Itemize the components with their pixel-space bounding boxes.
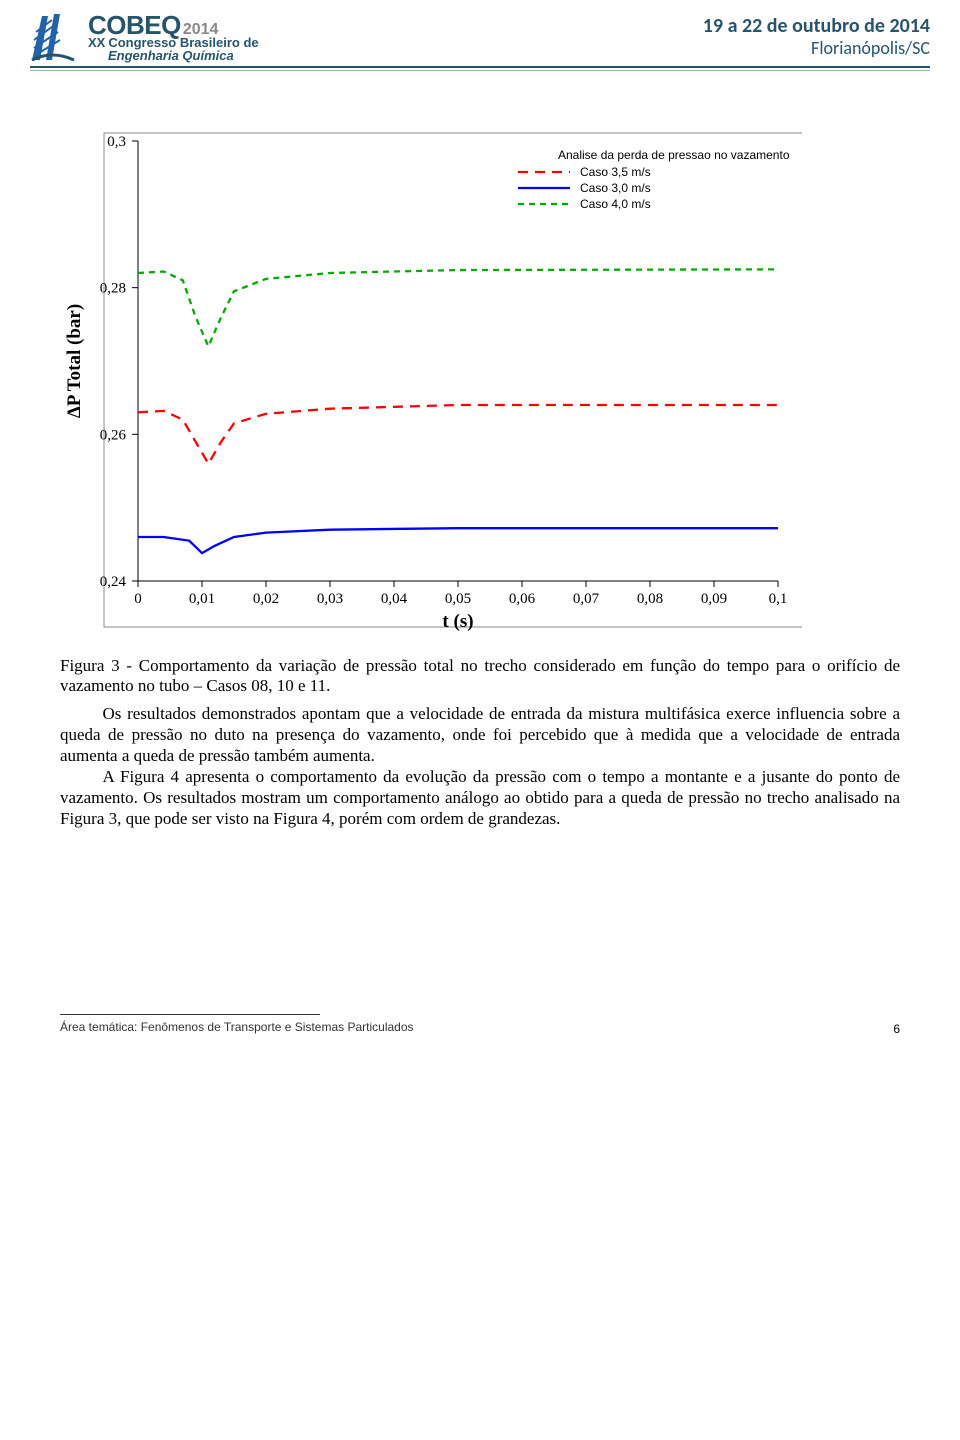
figure-3-caption: Figura 3 - Comportamento da variação de … bbox=[60, 656, 900, 696]
svg-text:0,07: 0,07 bbox=[573, 591, 600, 607]
svg-text:Caso 3,0 m/s: Caso 3,0 m/s bbox=[580, 181, 651, 195]
date-line: 19 a 22 de outubro de 2014 bbox=[703, 14, 930, 38]
svg-text:Caso 4,0 m/s: Caso 4,0 m/s bbox=[580, 197, 651, 211]
svg-text:t (s): t (s) bbox=[442, 611, 473, 632]
svg-text:0,28: 0,28 bbox=[100, 281, 126, 297]
svg-text:0: 0 bbox=[134, 591, 142, 607]
header-right: 19 a 22 de outubro de 2014 Florianópolis… bbox=[703, 14, 930, 60]
svg-text:0,1: 0,1 bbox=[769, 591, 788, 607]
figure-3-chart: 0 0,01 0,02 0,03 0,04 0,05 0,06 0,07 0,08 0,09 0,1… bbox=[62, 127, 900, 652]
svg-text:0,26: 0,26 bbox=[100, 427, 127, 443]
svg-text:0,09: 0,09 bbox=[701, 591, 727, 607]
svg-text:Caso 3,5 m/s: Caso 3,5 m/s bbox=[580, 165, 651, 179]
place-line: Florianópolis/SC bbox=[703, 38, 930, 60]
xx-text: XX bbox=[88, 36, 105, 49]
svg-text:0,24: 0,24 bbox=[100, 574, 127, 590]
svg-text:0,08: 0,08 bbox=[637, 591, 663, 607]
svg-text:0,04: 0,04 bbox=[381, 591, 408, 607]
footer-rule bbox=[60, 1014, 320, 1015]
page-number: 6 bbox=[893, 1022, 900, 1036]
svg-text:0,06: 0,06 bbox=[509, 591, 536, 607]
paragraph-2: A Figura 4 apresenta o comportamento da … bbox=[60, 767, 900, 830]
svg-text:ΔP Total (bar): ΔP Total (bar) bbox=[64, 304, 85, 418]
paragraph-1: Os resultados demonstrados apontam que a… bbox=[60, 704, 900, 767]
svg-text:0,05: 0,05 bbox=[445, 591, 471, 607]
conference-logo: COBEQ 2014 XX Congresso Brasileiro de En… bbox=[30, 10, 259, 64]
footer-area: Área temática: Fenômenos de Transporte e… bbox=[60, 1020, 414, 1034]
svg-text:0,02: 0,02 bbox=[253, 591, 279, 607]
svg-text:0,3: 0,3 bbox=[107, 134, 126, 150]
svg-text:0,01: 0,01 bbox=[189, 591, 215, 607]
svg-text:0,03: 0,03 bbox=[317, 591, 343, 607]
engq-text: Engenharia Química bbox=[108, 49, 259, 62]
svg-text:Analise da perda de pressao no: Analise da perda de pressao no vazamento bbox=[558, 148, 790, 162]
header-separator bbox=[0, 66, 960, 77]
